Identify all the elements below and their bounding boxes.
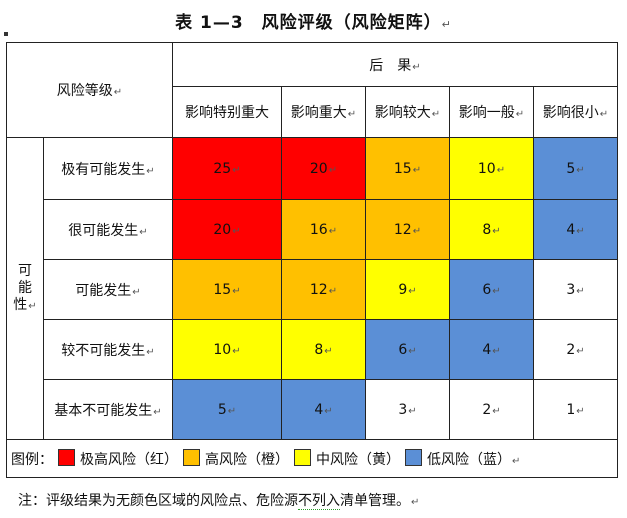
legend-label: 低风险（蓝） (427, 451, 511, 468)
anchor-marker (4, 32, 8, 36)
column-header: 影响特别重大 (172, 86, 282, 138)
table-row: 可能发生↵ 15↵ 12↵ 9↵ 6↵ 3↵ (7, 259, 618, 320)
risk-cell: 9↵ (365, 259, 450, 320)
table-row: 很可能发生↵ 20↵ 16↵ 12↵ 8↵ 4↵ (7, 199, 618, 260)
risk-cell: 20↵ (172, 199, 282, 260)
risk-cell: 12↵ (281, 259, 366, 320)
table-row: 基本不可能发生↵ 5↵ 4↵ 3↵ 2↵ 1↵ (7, 379, 618, 440)
risk-cell: 10↵ (172, 319, 282, 380)
legend: 图例： 极高风险（红） 高风险（橙） 中风险（黄） 低风险（蓝）↵ (6, 439, 618, 478)
legend-swatch-low (405, 448, 422, 466)
column-header: 影响较大↵ (365, 86, 450, 138)
risk-cell: 16↵ (281, 199, 366, 260)
row-label: 很可能发生↵ (43, 199, 173, 260)
risk-cell: 1↵ (533, 379, 618, 440)
risk-cell: 8↵ (449, 199, 534, 260)
legend-label: 高风险（橙） (205, 451, 289, 468)
footnote: 注：评级结果为无颜色区域的风险点、危险源不列入清单管理。↵ (18, 493, 420, 510)
column-header: 影响一般↵ (449, 86, 534, 138)
possibility-label: 可能性↵ (6, 137, 44, 440)
column-header: 影响很小↵ (533, 86, 618, 138)
table-title: 表 1—3 风险评级（风险矩阵）↵ (175, 13, 452, 33)
risk-cell: 5↵ (172, 379, 282, 440)
risk-cell: 2↵ (449, 379, 534, 440)
legend-label: 中风险（黄） (316, 451, 400, 468)
row-label: 可能发生↵ (43, 259, 173, 320)
table-row: 较不可能发生↵ 10↵ 8↵ 6↵ 4↵ 2↵ (7, 319, 618, 380)
legend-label: 极高风险（红） (80, 451, 178, 468)
risk-level-header: 风险等级↵ (6, 42, 173, 138)
risk-cell: 6↵ (365, 319, 450, 380)
column-header: 影响重大↵ (281, 86, 366, 138)
row-label: 极有可能发生↵ (43, 137, 173, 200)
row-label: 基本不可能发生↵ (43, 379, 173, 440)
risk-cell: 3↵ (533, 259, 618, 320)
risk-cell: 10↵ (449, 137, 534, 200)
legend-swatch-medium (294, 448, 311, 466)
risk-cell: 3↵ (365, 379, 450, 440)
risk-cell: 15↵ (365, 137, 450, 200)
consequence-header: 后 果↵ (172, 42, 618, 87)
row-label: 较不可能发生↵ (43, 319, 173, 380)
risk-cell: 8↵ (281, 319, 366, 380)
legend-swatch-high (183, 448, 200, 466)
risk-cell: 4↵ (533, 199, 618, 260)
risk-matrix-table: 风险等级↵ 后 果↵ 影响特别重大 影响重大↵ 影响较大↵ 影响一般↵ 影响很小… (6, 42, 618, 478)
legend-prefix: 图例： (11, 451, 53, 468)
risk-cell: 4↵ (449, 319, 534, 380)
risk-cell: 6↵ (449, 259, 534, 320)
legend-swatch-extreme (58, 448, 75, 466)
risk-cell: 20↵ (281, 137, 366, 200)
risk-cell: 2↵ (533, 319, 618, 380)
table-row: 可能性↵ 极有可能发生↵ 25↵ 20↵ 15↵ 10↵ 5↵ (6, 137, 618, 440)
risk-cell: 25↵ (172, 137, 282, 200)
risk-cell: 15↵ (172, 259, 282, 320)
risk-cell: 12↵ (365, 199, 450, 260)
risk-cell: 4↵ (281, 379, 366, 440)
risk-cell: 5↵ (533, 137, 618, 200)
